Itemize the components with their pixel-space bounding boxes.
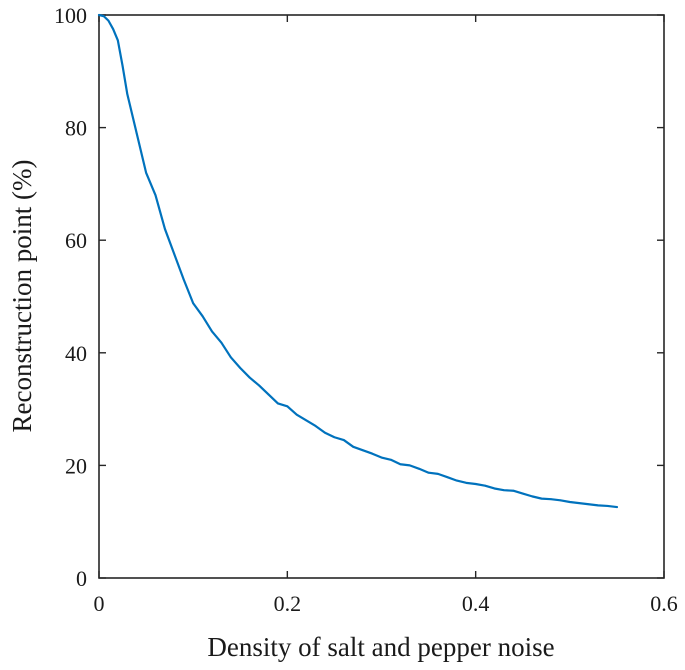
data-point (446, 476, 449, 479)
data-point (606, 505, 609, 507)
data-point (371, 452, 373, 455)
data-point (126, 92, 129, 95)
data-point (211, 330, 213, 333)
data-point (121, 64, 124, 67)
data-point (484, 484, 486, 487)
data-point (116, 39, 119, 42)
data-point (145, 171, 147, 174)
data-point (493, 487, 496, 490)
plot-area (98, 14, 665, 579)
data-point (474, 483, 477, 485)
data-point (277, 402, 279, 405)
data-point (427, 471, 430, 474)
y-tick-label: 20 (65, 453, 87, 478)
data-point (164, 228, 166, 230)
data-point (531, 495, 534, 498)
data-point (295, 413, 298, 416)
y-tick-label: 60 (65, 228, 87, 253)
data-point (107, 19, 110, 22)
data-point (286, 405, 289, 408)
data-point (182, 278, 185, 281)
y-tick-label: 40 (65, 341, 87, 366)
data-point (102, 15, 105, 18)
x-tick-label: 0.4 (462, 591, 490, 616)
data-point (578, 502, 581, 505)
data-point (616, 506, 618, 508)
x-tick-label: 0 (94, 591, 105, 616)
data-point (568, 501, 571, 503)
y-axis-label: Reconstruction point (%) (7, 160, 37, 433)
data-point (314, 425, 317, 427)
data-point (173, 253, 176, 256)
data-point (192, 302, 195, 305)
data-point (361, 449, 364, 452)
data-point (390, 458, 392, 461)
data-point (229, 356, 232, 359)
data-point (305, 419, 308, 422)
data-point (248, 376, 251, 379)
data-point (135, 132, 138, 135)
data-point (550, 498, 552, 501)
data-point (112, 28, 115, 30)
data-point (342, 439, 345, 441)
data-point (399, 463, 402, 466)
data-point (154, 194, 157, 197)
data-point (587, 503, 590, 506)
data-point (333, 436, 336, 439)
data-point (324, 431, 326, 434)
data-point (465, 481, 468, 484)
data-point (418, 467, 421, 470)
data-point (455, 479, 458, 482)
data-point (512, 489, 515, 492)
data-point (239, 367, 242, 369)
data-point (201, 315, 204, 318)
data-point (352, 445, 355, 448)
data-point (220, 341, 223, 344)
x-tick-label: 0.6 (650, 591, 678, 616)
x-tick-label: 0.2 (274, 591, 302, 616)
ticks-layer (98, 14, 665, 579)
data-point (98, 14, 100, 16)
data-point (597, 504, 599, 507)
y-tick-label: 80 (65, 116, 87, 141)
data-point (503, 489, 505, 492)
data-point (521, 492, 524, 495)
tick-labels-layer: 0 0.2 0.4 0.6 0 20 40 60 80 100 (54, 3, 678, 616)
data-point (408, 464, 411, 467)
data-point (258, 384, 260, 387)
y-tick-label: 0 (76, 566, 87, 591)
data-point (540, 497, 543, 500)
data-point (437, 472, 439, 475)
data-point (267, 393, 270, 396)
series-layer (97, 13, 619, 509)
data-point (559, 499, 562, 502)
data-point (380, 456, 383, 459)
x-axis-label: Density of salt and pepper noise (207, 632, 554, 662)
y-tick-label: 100 (54, 3, 87, 28)
